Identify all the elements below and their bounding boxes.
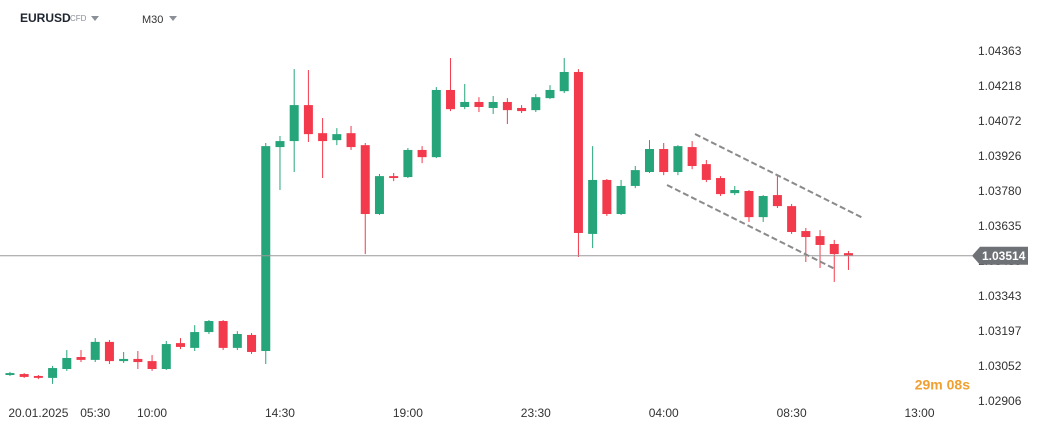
candle-body (829, 244, 839, 255)
candle-body (730, 190, 740, 194)
candle-body (261, 146, 271, 352)
candle-body (588, 179, 598, 234)
symbol[interactable]: EURUSD (20, 11, 71, 25)
trend-line-lower[interactable] (666, 184, 836, 270)
candle-body (602, 179, 612, 215)
candle-body (744, 190, 754, 218)
x-tick-label: 13:00 (905, 406, 935, 420)
symbol-dropdown[interactable] (91, 16, 99, 21)
plot-area (0, 58, 972, 384)
y-tick-label: 1.04218 (978, 79, 1022, 93)
y-tick-label: 1.03052 (978, 359, 1022, 373)
candle-body (33, 375, 43, 378)
y-tick-label: 1.02906 (978, 394, 1022, 408)
x-tick-label: 08:30 (777, 406, 807, 420)
candle-body (787, 206, 797, 233)
x-tick-label: 19:00 (393, 406, 423, 420)
candle-body (417, 149, 427, 158)
candle-body (673, 146, 683, 173)
candle-body (104, 341, 114, 362)
candle-body (843, 253, 853, 256)
timeframe[interactable]: M30 (142, 14, 163, 26)
x-tick-label: 20.01.2025 (8, 406, 68, 420)
candle-body (303, 105, 313, 135)
candle-body (218, 321, 228, 348)
candle-body (531, 97, 541, 111)
candle-body (19, 374, 29, 377)
y-tick-label: 1.03343 (978, 289, 1022, 303)
candle-body (460, 101, 470, 108)
candle-body (62, 357, 72, 370)
candle-body (630, 170, 640, 186)
y-tick-label: 1.03197 (978, 324, 1022, 338)
candle-body (701, 164, 711, 180)
candle-body (147, 361, 157, 370)
x-tick-label: 04:00 (649, 406, 679, 420)
candle-body (346, 133, 356, 148)
candle-body (644, 148, 654, 173)
candle-body (175, 343, 185, 347)
candle-body (289, 105, 299, 142)
current-price-label: 1.03514 (982, 249, 1026, 263)
candle-body (687, 147, 697, 167)
candle-body (545, 89, 555, 99)
candle-body (403, 149, 413, 178)
candle-body (5, 373, 15, 376)
x-tick-label: 10:00 (137, 406, 167, 420)
instrument-type: CFD (70, 14, 87, 23)
candle-body (332, 134, 342, 141)
candle-body (389, 176, 399, 179)
y-tick-label: 1.03635 (978, 219, 1022, 233)
candle-body (76, 357, 86, 360)
y-tick-label: 1.03926 (978, 149, 1022, 163)
current-price-tag (972, 246, 1028, 265)
candle-body (232, 333, 242, 348)
candle-body (517, 107, 527, 112)
y-tick-label: 1.03780 (978, 184, 1022, 198)
y-tick-label: 1.04072 (978, 114, 1022, 128)
candle-body (247, 334, 257, 352)
candle-body (374, 176, 384, 215)
candle-body (204, 321, 214, 333)
x-tick-label: 14:30 (265, 406, 295, 420)
candle-body (48, 368, 58, 378)
candle-body (659, 148, 669, 173)
candle-body (488, 101, 498, 108)
candle-body (559, 71, 569, 92)
candle-countdown: 29m 08s (915, 377, 970, 393)
x-tick-label: 05:30 (80, 406, 110, 420)
candle-body (133, 358, 143, 363)
candle-body (446, 89, 456, 110)
candle-body (318, 133, 328, 142)
candle-body (119, 358, 129, 362)
x-tick-label: 23:30 (521, 406, 551, 420)
candle-body (190, 332, 200, 348)
candle-body (360, 145, 370, 215)
candle-body (161, 344, 171, 370)
candle-body (502, 101, 512, 111)
candle-body (90, 341, 100, 360)
candle-body (616, 185, 626, 215)
candle-body (772, 195, 782, 207)
trend-line-upper[interactable] (694, 133, 864, 219)
y-tick-label: 1.04363 (978, 44, 1022, 58)
candle-body (573, 71, 583, 233)
candle-body (801, 231, 811, 238)
candle-body (474, 101, 484, 108)
price-axis: 1.04363 1.04218 1.04072 1.03926 1.03780 1.036… (972, 44, 1028, 408)
candle-body (716, 178, 726, 195)
candle-body (431, 89, 441, 158)
candle-body (815, 236, 825, 245)
candle-body (758, 196, 768, 218)
timeframe-dropdown[interactable] (169, 16, 177, 21)
candle-body (275, 141, 285, 148)
